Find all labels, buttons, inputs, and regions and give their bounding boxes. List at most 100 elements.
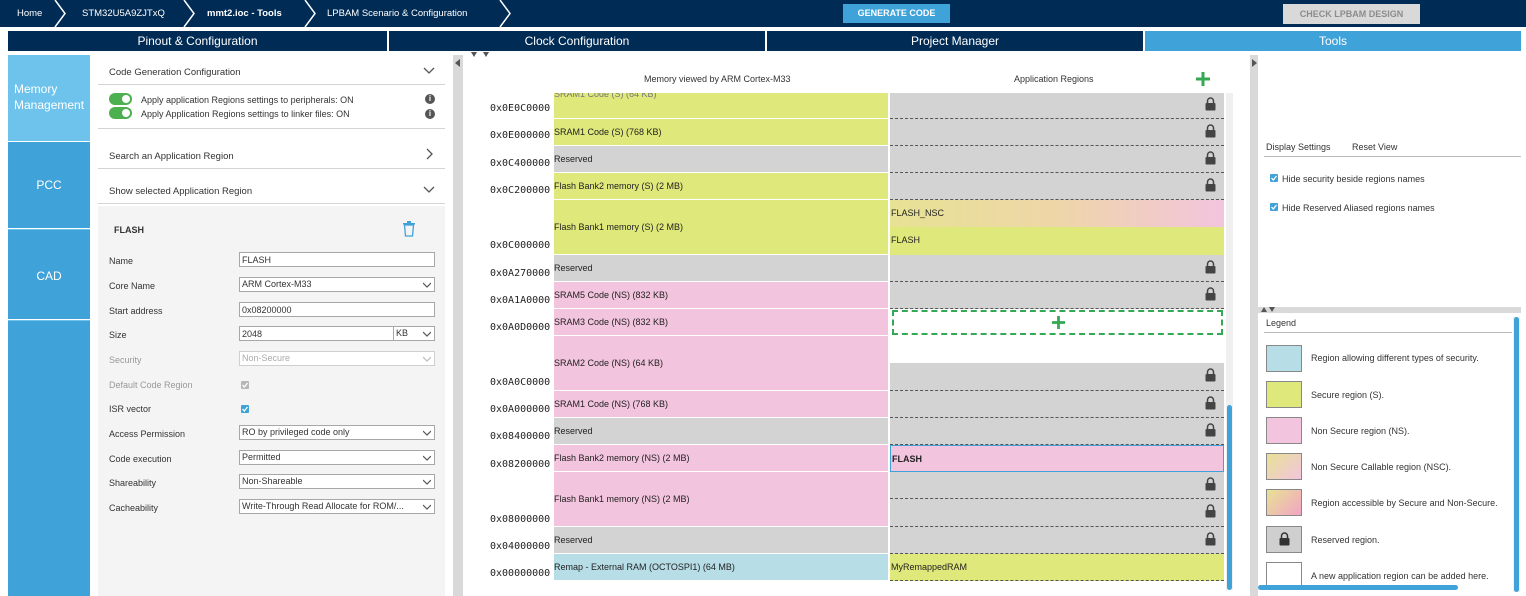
check-lpbam-design-button[interactable]: CHECK LPBAM DESIGN: [1283, 4, 1420, 24]
memory-region[interactable]: SRAM3 Code (NS) (832 KB): [554, 309, 888, 336]
tab-pinout[interactable]: Pinout & Configuration: [8, 31, 387, 51]
app-region-reserved[interactable]: [890, 255, 1224, 282]
size-field[interactable]: [239, 326, 394, 341]
app-region-reserved[interactable]: [890, 93, 1224, 119]
search-region-header[interactable]: Search an Application Region: [98, 139, 445, 169]
chevron-right-icon: [183, 0, 195, 27]
memory-region[interactable]: Remap - External RAM (OCTOSPI1) (64 MB): [554, 554, 888, 581]
core-name-select[interactable]: ARM Cortex-M33: [239, 277, 435, 292]
app-region-empty[interactable]: [890, 336, 1224, 363]
memory-region[interactable]: Flash Bank1 memory (NS) (2 MB): [554, 472, 888, 527]
tab-tools[interactable]: Tools: [1145, 31, 1521, 51]
address-label: 0x0C200000: [490, 185, 551, 196]
name-label: Name: [109, 256, 134, 266]
access-permission-select[interactable]: RO by privileged code only: [239, 425, 435, 440]
check-icon: [1271, 175, 1278, 182]
nav-cad[interactable]: CAD: [8, 229, 90, 319]
address-label: 0x08000000: [490, 514, 551, 525]
memory-region[interactable]: Reserved: [554, 146, 888, 173]
add-region-icon[interactable]: [1052, 316, 1065, 329]
size-unit-select[interactable]: KB: [393, 326, 435, 341]
info-icon[interactable]: i: [425, 109, 435, 119]
app-region-remapped[interactable]: MyRemappedRAM: [890, 554, 1224, 581]
app-region-flash-ns[interactable]: FLASH: [890, 445, 1224, 472]
scrollbar-thumb[interactable]: [1514, 317, 1519, 592]
memory-map-scrollbar[interactable]: [1226, 93, 1233, 590]
memory-region[interactable]: SRAM1 Code (S) (64 KB): [554, 93, 888, 119]
memory-region[interactable]: Reserved: [554, 527, 888, 554]
show-region-header[interactable]: Show selected Application Region: [98, 174, 445, 204]
display-settings-tab[interactable]: Display Settings: [1266, 142, 1331, 152]
left-splitter[interactable]: [453, 55, 463, 596]
start-address-field[interactable]: [239, 302, 435, 317]
collapse-right-icon[interactable]: [1251, 59, 1257, 67]
breadcrumb-lpbam[interactable]: LPBAM Scenario & Configuration: [327, 8, 468, 19]
nav-memory-management[interactable]: Memory Management: [8, 55, 90, 141]
app-region-reserved[interactable]: [890, 391, 1224, 418]
code-execution-select[interactable]: Permitted: [239, 450, 435, 465]
app-region-reserved[interactable]: [890, 173, 1224, 200]
memory-region[interactable]: Flash Bank2 memory (NS) (2 MB): [554, 445, 888, 472]
add-region-slot[interactable]: [892, 310, 1223, 335]
scrollbar-thumb[interactable]: [1227, 405, 1232, 590]
name-field[interactable]: [239, 252, 435, 267]
memory-region[interactable]: Flash Bank1 memory (S) (2 MB): [554, 200, 888, 255]
breadcrumb-project[interactable]: mmt2.ioc - Tools: [207, 8, 282, 19]
memory-region[interactable]: Flash Bank2 memory (S) (2 MB): [554, 173, 888, 200]
collapse-top-icon[interactable]: [469, 52, 493, 59]
cacheability-select[interactable]: Write-Through Read Allocate for ROM/...: [239, 499, 435, 514]
regions-column-header: Application Regions: [1014, 74, 1094, 84]
shareability-select[interactable]: Non-Shareable: [239, 474, 435, 489]
toggle-peripherals[interactable]: [109, 93, 132, 105]
info-icon[interactable]: i: [425, 94, 435, 104]
legend-hscrollbar[interactable]: [1258, 585, 1458, 590]
toggle-linker[interactable]: [109, 107, 132, 119]
lock-icon: [1205, 287, 1216, 301]
app-region-reserved[interactable]: [890, 472, 1224, 499]
memory-region[interactable]: SRAM5 Code (NS) (832 KB): [554, 282, 888, 309]
section-title: Code Generation Configuration: [109, 67, 241, 78]
code-gen-config-header[interactable]: Code Generation Configuration: [98, 55, 445, 85]
lock-icon: [1205, 532, 1216, 546]
app-region-reserved[interactable]: [890, 363, 1224, 391]
divider: [98, 128, 445, 129]
breadcrumb-device[interactable]: STM32U5A9ZJTxQ: [82, 8, 165, 19]
collapse-left-icon[interactable]: [454, 59, 462, 67]
memory-region[interactable]: SRAM2 Code (NS) (64 KB): [554, 336, 888, 391]
collapse-icon[interactable]: [1260, 307, 1276, 312]
add-region-icon[interactable]: [1196, 72, 1210, 86]
breadcrumb-home[interactable]: Home: [17, 8, 43, 19]
trash-icon[interactable]: [402, 221, 416, 237]
app-region-reserved[interactable]: [890, 499, 1224, 527]
address-label: 0x0A1A0000: [490, 295, 551, 306]
tab-project-manager[interactable]: Project Manager: [767, 31, 1143, 51]
generate-code-button[interactable]: GENERATE CODE: [843, 4, 950, 23]
legend-scrollbar[interactable]: [1513, 317, 1520, 592]
memory-region[interactable]: SRAM1 Code (S) (768 KB): [554, 119, 888, 146]
hide-reserved-checkbox[interactable]: [1270, 203, 1278, 211]
reset-view-link[interactable]: Reset View: [1352, 142, 1398, 152]
app-region-reserved[interactable]: [890, 146, 1224, 173]
app-region-flash-secure[interactable]: FLASH: [890, 227, 1224, 255]
tab-clock[interactable]: Clock Configuration: [389, 31, 765, 51]
app-region-flash-nsc[interactable]: FLASH_NSC: [890, 200, 1224, 227]
memory-region[interactable]: SRAM1 Code (NS) (768 KB): [554, 391, 888, 418]
memory-column-header: Memory viewed by ARM Cortex-M33: [644, 74, 791, 84]
memory-region[interactable]: Reserved: [554, 418, 888, 445]
legend-splitter[interactable]: [1258, 307, 1521, 313]
isr-vector-checkbox[interactable]: [241, 405, 249, 413]
legend-text: A new application region can be added he…: [1311, 571, 1489, 581]
memory-region-label: Reserved: [554, 535, 593, 545]
code-execution-label: Code execution: [109, 454, 172, 464]
lock-icon: [1205, 396, 1216, 410]
memory-region[interactable]: Reserved: [554, 255, 888, 282]
app-region-reserved[interactable]: [890, 527, 1224, 554]
app-region-reserved[interactable]: [890, 418, 1224, 445]
hide-security-checkbox[interactable]: [1270, 174, 1278, 182]
app-region-label: FLASH_NSC: [891, 208, 945, 218]
app-region-reserved[interactable]: [890, 119, 1224, 146]
select-value: Non-Shareable: [242, 476, 303, 486]
nav-pcc[interactable]: PCC: [8, 142, 90, 228]
app-region-reserved[interactable]: [890, 282, 1224, 309]
right-splitter[interactable]: [1250, 55, 1258, 596]
